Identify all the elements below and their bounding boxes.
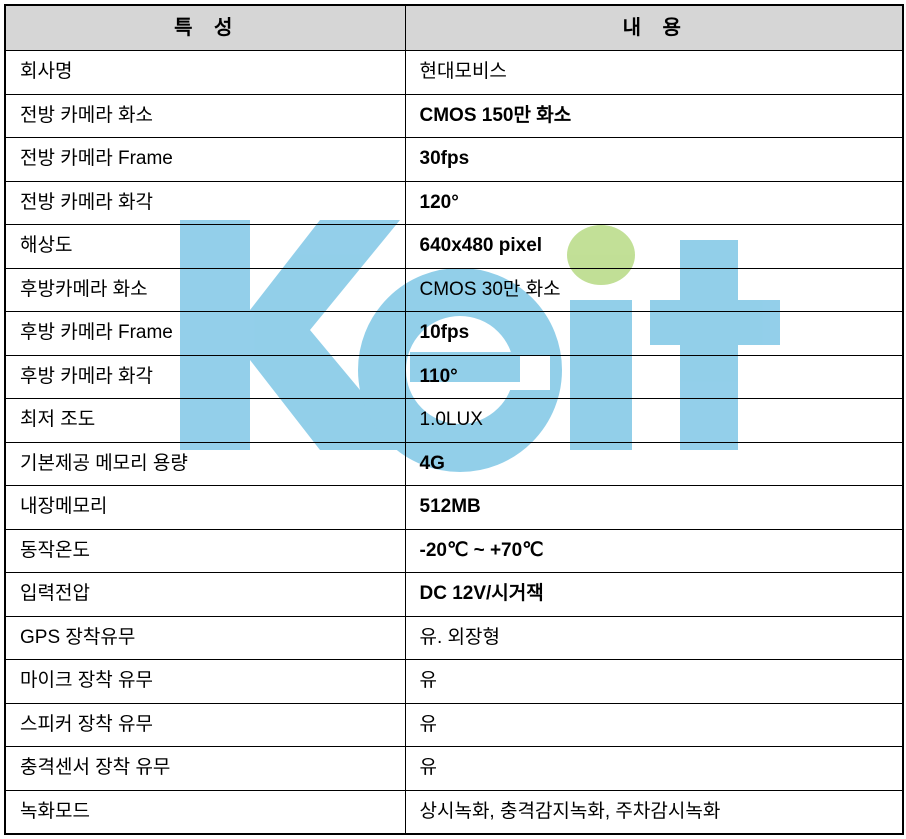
spec-cell: 후방 카메라 Frame (5, 312, 405, 356)
value-cell: 현대모비스 (405, 51, 903, 95)
spec-cell: 마이크 장착 유무 (5, 660, 405, 704)
spec-cell: 전방 카메라 Frame (5, 138, 405, 182)
value-cell: 유 (405, 747, 903, 791)
table-row: 후방 카메라 화각110° (5, 355, 903, 399)
value-cell: 110° (405, 355, 903, 399)
table-row: 전방 카메라 화각120° (5, 181, 903, 225)
spec-table: 특 성 내 용 회사명현대모비스전방 카메라 화소CMOS 150만 화소전방 … (4, 4, 904, 835)
table-row: 동작온도-20℃ ~ +70℃ (5, 529, 903, 573)
value-cell: -20℃ ~ +70℃ (405, 529, 903, 573)
value-cell: CMOS 30만 화소 (405, 268, 903, 312)
value-cell: 4G (405, 442, 903, 486)
value-cell: 10fps (405, 312, 903, 356)
table-row: 후방 카메라 Frame10fps (5, 312, 903, 356)
spec-cell: 최저 조도 (5, 399, 405, 443)
value-cell: 유 (405, 660, 903, 704)
spec-cell: 스피커 장착 유무 (5, 703, 405, 747)
table-row: 최저 조도1.0LUX (5, 399, 903, 443)
table-row: 녹화모드상시녹화, 충격감지녹화, 주차감시녹화 (5, 790, 903, 834)
table-row: 스피커 장착 유무유 (5, 703, 903, 747)
table-row: 전방 카메라 화소CMOS 150만 화소 (5, 94, 903, 138)
table-row: 입력전압DC 12V/시거잭 (5, 573, 903, 617)
table-row: 내장메모리512MB (5, 486, 903, 530)
spec-cell: 후방카메라 화소 (5, 268, 405, 312)
table-row: 기본제공 메모리 용량4G (5, 442, 903, 486)
spec-cell: 녹화모드 (5, 790, 405, 834)
table-row: GPS 장착유무유. 외장형 (5, 616, 903, 660)
spec-cell: 회사명 (5, 51, 405, 95)
table-row: 후방카메라 화소CMOS 30만 화소 (5, 268, 903, 312)
value-cell: 상시녹화, 충격감지녹화, 주차감시녹화 (405, 790, 903, 834)
value-cell: 640x480 pixel (405, 225, 903, 269)
spec-cell: GPS 장착유무 (5, 616, 405, 660)
table-row: 해상도640x480 pixel (5, 225, 903, 269)
value-cell: CMOS 150만 화소 (405, 94, 903, 138)
value-cell: 120° (405, 181, 903, 225)
spec-cell: 충격센서 장착 유무 (5, 747, 405, 791)
table-row: 마이크 장착 유무유 (5, 660, 903, 704)
value-cell: 1.0LUX (405, 399, 903, 443)
spec-cell: 후방 카메라 화각 (5, 355, 405, 399)
header-value: 내 용 (405, 5, 903, 51)
value-cell: 512MB (405, 486, 903, 530)
value-cell: 30fps (405, 138, 903, 182)
table-row: 전방 카메라 Frame30fps (5, 138, 903, 182)
header-spec: 특 성 (5, 5, 405, 51)
table-row: 충격센서 장착 유무유 (5, 747, 903, 791)
table-row: 회사명현대모비스 (5, 51, 903, 95)
spec-cell: 내장메모리 (5, 486, 405, 530)
value-cell: 유 (405, 703, 903, 747)
spec-cell: 해상도 (5, 225, 405, 269)
spec-cell: 입력전압 (5, 573, 405, 617)
table-header-row: 특 성 내 용 (5, 5, 903, 51)
spec-cell: 동작온도 (5, 529, 405, 573)
spec-cell: 기본제공 메모리 용량 (5, 442, 405, 486)
spec-cell: 전방 카메라 화소 (5, 94, 405, 138)
spec-cell: 전방 카메라 화각 (5, 181, 405, 225)
value-cell: DC 12V/시거잭 (405, 573, 903, 617)
value-cell: 유. 외장형 (405, 616, 903, 660)
